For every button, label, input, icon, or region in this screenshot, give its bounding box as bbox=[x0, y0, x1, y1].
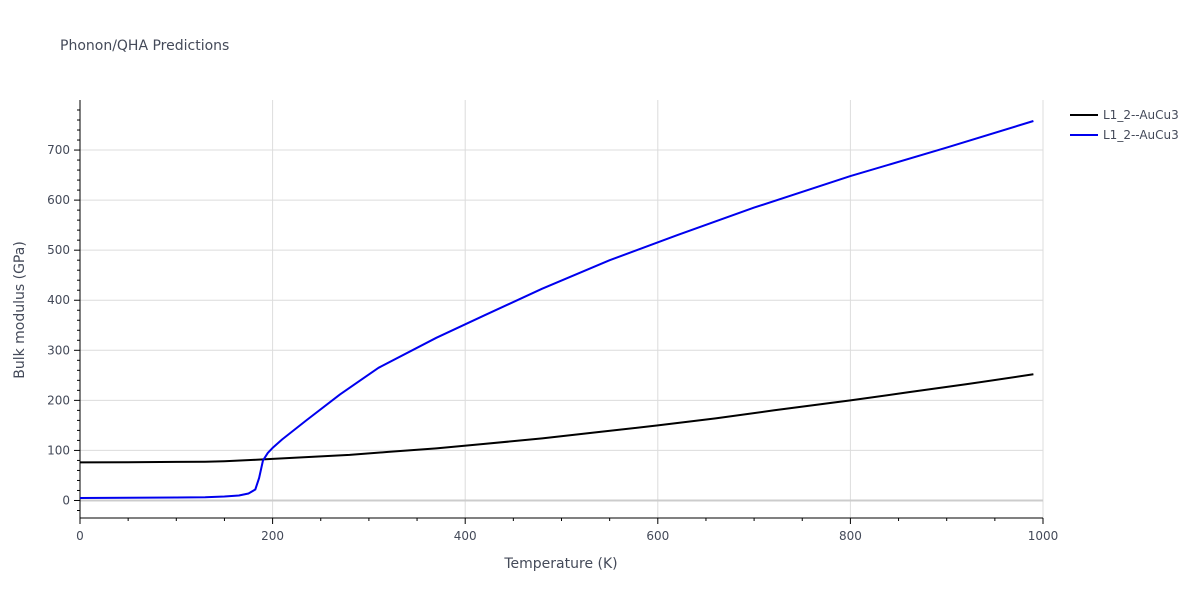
y-tick-label: 300 bbox=[47, 343, 70, 357]
axes bbox=[74, 100, 1044, 524]
y-tick-label: 100 bbox=[47, 443, 70, 457]
x-tick-label: 600 bbox=[646, 529, 669, 543]
y-tick-label: 500 bbox=[47, 243, 70, 257]
x-axis-title: Temperature (K) bbox=[503, 556, 617, 572]
y-tick-labels: 0 100 200 300 400 500 600 700 bbox=[47, 143, 70, 507]
y-tick-label: 200 bbox=[47, 393, 70, 407]
series-line-2 bbox=[79, 120, 1034, 499]
x-tick-labels: 0 200 400 600 800 1000 bbox=[76, 529, 1058, 543]
grid bbox=[80, 100, 1044, 518]
y-tick-label: 700 bbox=[47, 143, 70, 157]
series-lines bbox=[79, 120, 1034, 499]
x-tick-label: 1000 bbox=[1028, 529, 1059, 543]
x-tick-label: 800 bbox=[839, 529, 862, 543]
x-tick-label: 200 bbox=[261, 529, 284, 543]
legend: L1_2--AuCu3 L1_2--AuCu3 bbox=[1070, 108, 1179, 142]
legend-label-2: L1_2--AuCu3 bbox=[1103, 128, 1179, 142]
y-tick-label: 600 bbox=[47, 193, 70, 207]
legend-label-1: L1_2--AuCu3 bbox=[1103, 108, 1179, 122]
y-axis-title: Bulk modulus (GPa) bbox=[12, 241, 28, 379]
x-tick-label: 400 bbox=[454, 529, 477, 543]
x-tick-label: 0 bbox=[76, 529, 84, 543]
series-line-1 bbox=[79, 373, 1034, 464]
y-tick-label: 0 bbox=[62, 493, 70, 507]
y-tick-label: 400 bbox=[47, 293, 70, 307]
chart-title: Phonon/QHA Predictions bbox=[60, 38, 229, 54]
